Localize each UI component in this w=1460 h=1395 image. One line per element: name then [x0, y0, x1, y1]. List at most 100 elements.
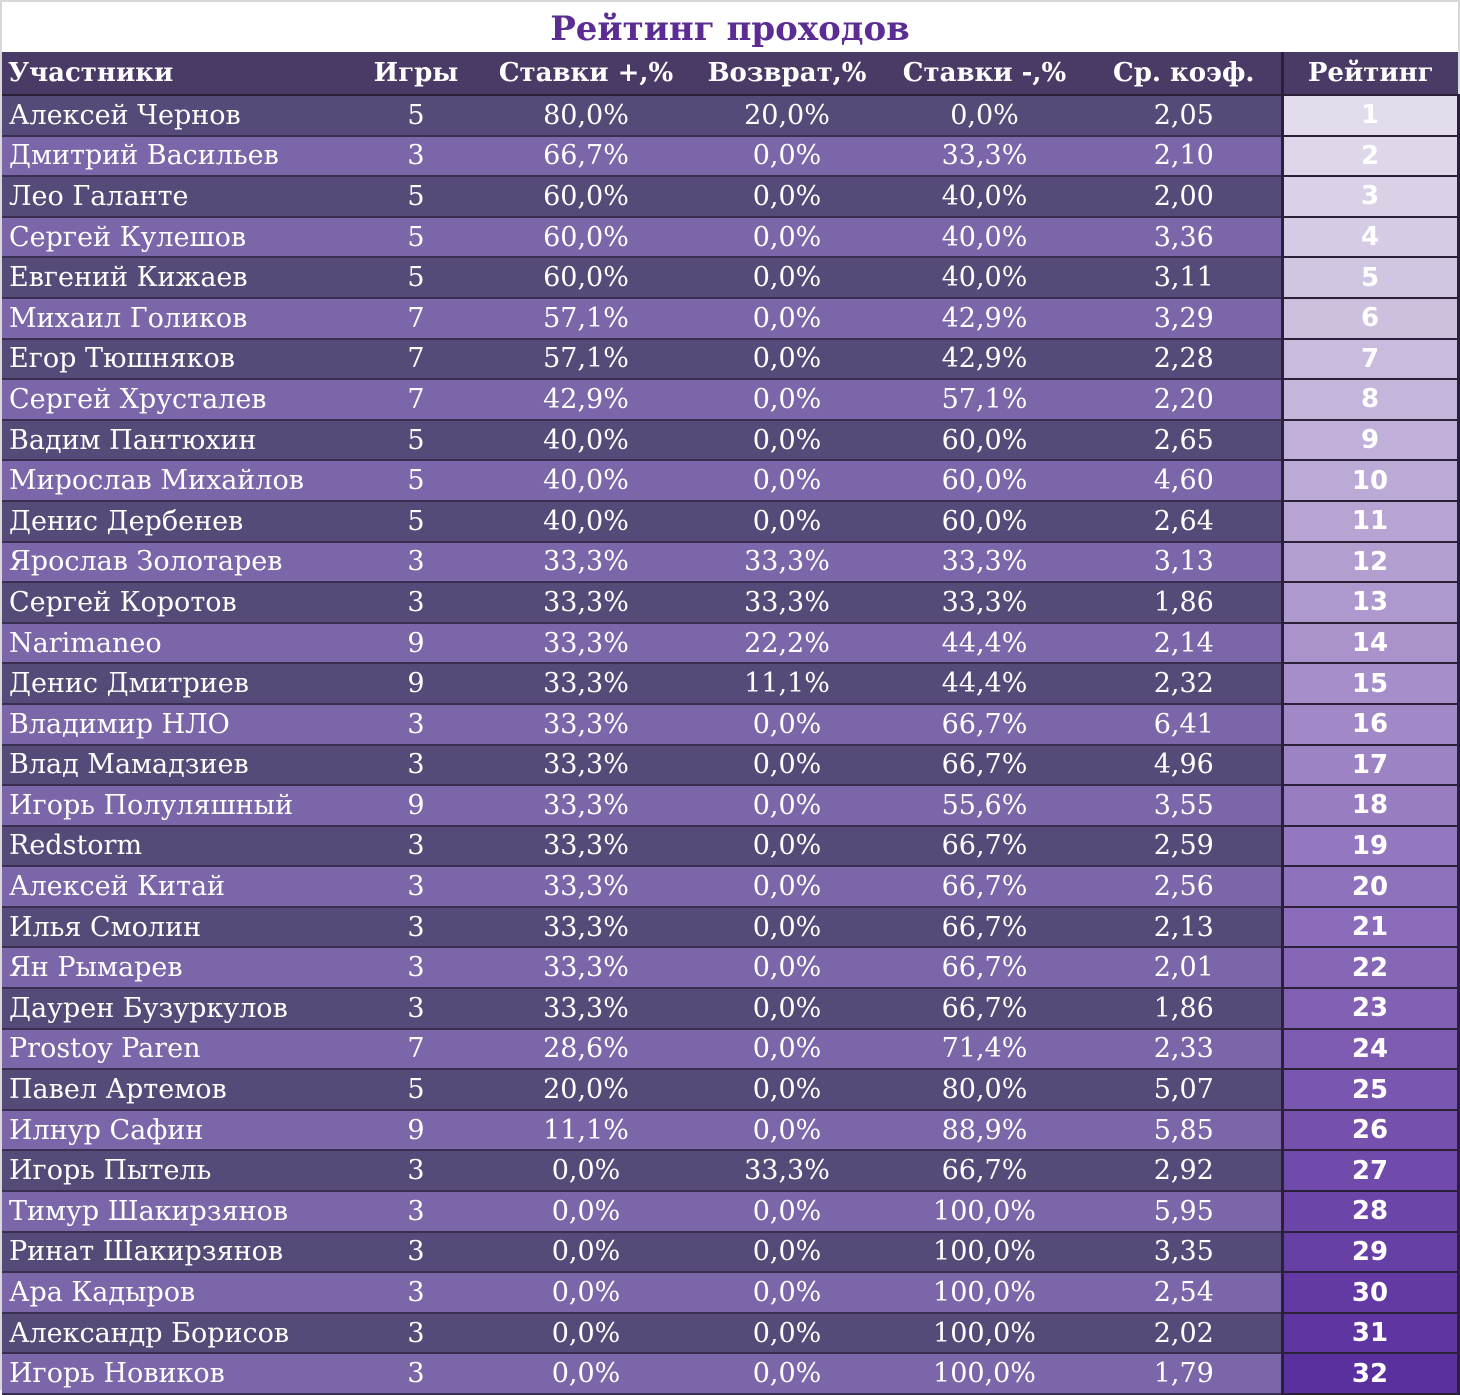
- table-row[interactable]: Дмитрий Васильев 3 66,7% 0,0% 33,3% 2,10 2: [2, 135, 1460, 178]
- table-row[interactable]: Денис Дмитриев 9 33,3% 11,1% 44,4% 2,32 15: [2, 663, 1460, 705]
- games-cell: 5: [352, 257, 480, 299]
- avg-coef-cell: 5,07: [1087, 1069, 1282, 1111]
- bets-plus-cell: 20,0%: [480, 1069, 692, 1111]
- bets-plus-cell: 0,0%: [480, 1272, 692, 1314]
- return-cell: 0,0%: [692, 419, 882, 462]
- return-cell: 0,0%: [692, 135, 882, 178]
- avg-coef-cell: 2,32: [1087, 663, 1282, 705]
- table-row[interactable]: Ян Рымарев 3 33,3% 0,0% 66,7% 2,01 22: [2, 947, 1460, 990]
- column-header-games[interactable]: Игры: [352, 52, 480, 96]
- participant-name: Даурен Бузуркулов: [2, 988, 352, 1030]
- column-header-bets-plus[interactable]: Ставки +,%: [480, 52, 692, 96]
- bets-plus-cell: 80,0%: [480, 95, 692, 137]
- table-row[interactable]: Игорь Пытель 3 0,0% 33,3% 66,7% 2,92 27: [2, 1150, 1460, 1193]
- bets-plus-cell: 0,0%: [480, 1312, 692, 1355]
- avg-coef-cell: 2,28: [1087, 338, 1282, 381]
- column-header-bets-minus[interactable]: Ставки -,%: [882, 52, 1087, 96]
- bets-minus-cell: 100,0%: [882, 1312, 1087, 1355]
- bets-plus-cell: 40,0%: [480, 419, 692, 462]
- games-cell: 3: [352, 825, 480, 868]
- bets-plus-cell: 0,0%: [480, 1150, 692, 1193]
- table-row[interactable]: Narimaneo 9 33,3% 22,2% 44,4% 2,14 14: [2, 622, 1460, 665]
- table-row[interactable]: Даурен Бузуркулов 3 33,3% 0,0% 66,7% 1,86 23: [2, 988, 1460, 1030]
- table-row[interactable]: Сергей Кулешов 5 60,0% 0,0% 40,0% 3,36 4: [2, 216, 1460, 259]
- bets-minus-cell: 40,0%: [882, 176, 1087, 218]
- games-cell: 9: [352, 622, 480, 665]
- participant-name: Игорь Пытель: [2, 1150, 352, 1193]
- table-row[interactable]: Игорь Полуляшный 9 33,3% 0,0% 55,6% 3,55 18: [2, 785, 1460, 827]
- table-row[interactable]: Лео Галанте 5 60,0% 0,0% 40,0% 2,00 3: [2, 176, 1460, 218]
- rating-cell: 3: [1280, 176, 1460, 218]
- bets-plus-cell: 33,3%: [480, 582, 692, 624]
- table-row[interactable]: Сергей Коротов 3 33,3% 33,3% 33,3% 1,86 13: [2, 582, 1460, 624]
- column-header-rating[interactable]: Рейтинг: [1280, 52, 1458, 96]
- games-cell: 5: [352, 216, 480, 259]
- avg-coef-cell: 2,59: [1087, 825, 1282, 868]
- bets-plus-cell: 33,3%: [480, 663, 692, 705]
- table-row[interactable]: Алексей Чернов 5 80,0% 20,0% 0,0% 2,05 1: [2, 95, 1460, 137]
- table-row[interactable]: Ара Кадыров 3 0,0% 0,0% 100,0% 2,54 30: [2, 1272, 1460, 1314]
- rating-cell: 8: [1280, 379, 1460, 421]
- games-cell: 5: [352, 460, 480, 502]
- bets-minus-cell: 55,6%: [882, 785, 1087, 827]
- bets-plus-cell: 40,0%: [480, 460, 692, 502]
- table-row[interactable]: Владимир НЛО 3 33,3% 0,0% 66,7% 6,41 16: [2, 703, 1460, 746]
- column-header-return[interactable]: Возврат,%: [692, 52, 882, 96]
- table-row[interactable]: Prostoy Paren 7 28,6% 0,0% 71,4% 2,33 24: [2, 1028, 1460, 1071]
- participant-name: Redstorm: [2, 825, 352, 868]
- rating-cell: 23: [1280, 988, 1460, 1030]
- bets-plus-cell: 60,0%: [480, 257, 692, 299]
- table-row[interactable]: Евгений Кижаев 5 60,0% 0,0% 40,0% 3,11 5: [2, 257, 1460, 299]
- bets-plus-cell: 40,0%: [480, 500, 692, 543]
- table-row[interactable]: Денис Дербенев 5 40,0% 0,0% 60,0% 2,64 11: [2, 500, 1460, 543]
- table-row[interactable]: Михаил Голиков 7 57,1% 0,0% 42,9% 3,29 6: [2, 297, 1460, 340]
- bets-minus-cell: 66,7%: [882, 1150, 1087, 1193]
- bets-plus-cell: 33,3%: [480, 906, 692, 949]
- table-row[interactable]: Сергей Хрусталев 7 42,9% 0,0% 57,1% 2,20 8: [2, 379, 1460, 421]
- participant-name: Дмитрий Васильев: [2, 135, 352, 178]
- games-cell: 3: [352, 703, 480, 746]
- bets-minus-cell: 60,0%: [882, 460, 1087, 502]
- bets-minus-cell: 44,4%: [882, 622, 1087, 665]
- bets-minus-cell: 66,7%: [882, 988, 1087, 1030]
- table-row[interactable]: Ярослав Золотарев 3 33,3% 33,3% 33,3% 3,13 12: [2, 541, 1460, 584]
- bets-plus-cell: 33,3%: [480, 703, 692, 746]
- bets-minus-cell: 60,0%: [882, 419, 1087, 462]
- games-cell: 3: [352, 541, 480, 584]
- rating-cell: 24: [1280, 1028, 1460, 1071]
- table-row[interactable]: Егор Тюшняков 7 57,1% 0,0% 42,9% 2,28 7: [2, 338, 1460, 381]
- table-row[interactable]: Влад Мамадзиев 3 33,3% 0,0% 66,7% 4,96 17: [2, 744, 1460, 787]
- table-row[interactable]: Ринат Шакирзянов 3 0,0% 0,0% 100,0% 3,35 29: [2, 1231, 1460, 1274]
- table-row[interactable]: Тимур Шакирзянов 3 0,0% 0,0% 100,0% 5,95 28: [2, 1191, 1460, 1233]
- games-cell: 9: [352, 663, 480, 705]
- bets-minus-cell: 44,4%: [882, 663, 1087, 705]
- table-row[interactable]: Игорь Новиков 3 0,0% 0,0% 100,0% 1,79 32: [2, 1353, 1460, 1395]
- games-cell: 5: [352, 500, 480, 543]
- column-header-participants[interactable]: Участники: [2, 52, 352, 96]
- return-cell: 33,3%: [692, 582, 882, 624]
- table-row[interactable]: Илнур Сафин 9 11,1% 0,0% 88,9% 5,85 26: [2, 1109, 1460, 1152]
- participant-name: Prostoy Paren: [2, 1028, 352, 1071]
- games-cell: 3: [352, 906, 480, 949]
- column-header-avg-coef[interactable]: Ср. коэф.: [1087, 52, 1282, 96]
- table-row[interactable]: Павел Артемов 5 20,0% 0,0% 80,0% 5,07 25: [2, 1069, 1460, 1111]
- avg-coef-cell: 1,86: [1087, 582, 1282, 624]
- participant-name: Narimaneo: [2, 622, 352, 665]
- participant-name: Ринат Шакирзянов: [2, 1231, 352, 1274]
- table-row[interactable]: Алексей Китай 3 33,3% 0,0% 66,7% 2,56 20: [2, 866, 1460, 908]
- rating-cell: 14: [1280, 622, 1460, 665]
- return-cell: 0,0%: [692, 1272, 882, 1314]
- table-row[interactable]: Александр Борисов 3 0,0% 0,0% 100,0% 2,02 31: [2, 1312, 1460, 1355]
- rating-cell: 2: [1280, 135, 1460, 178]
- table-row[interactable]: Мирослав Михайлов 5 40,0% 0,0% 60,0% 4,60 10: [2, 460, 1460, 502]
- rating-cell: 7: [1280, 338, 1460, 381]
- games-cell: 5: [352, 1069, 480, 1111]
- bets-plus-cell: 28,6%: [480, 1028, 692, 1071]
- table-row[interactable]: Илья Смолин 3 33,3% 0,0% 66,7% 2,13 21: [2, 906, 1460, 949]
- bets-plus-cell: 57,1%: [480, 338, 692, 381]
- avg-coef-cell: 1,86: [1087, 988, 1282, 1030]
- table-row[interactable]: Redstorm 3 33,3% 0,0% 66,7% 2,59 19: [2, 825, 1460, 868]
- games-cell: 7: [352, 297, 480, 340]
- table-row[interactable]: Вадим Пантюхин 5 40,0% 0,0% 60,0% 2,65 9: [2, 419, 1460, 462]
- avg-coef-cell: 2,54: [1087, 1272, 1282, 1314]
